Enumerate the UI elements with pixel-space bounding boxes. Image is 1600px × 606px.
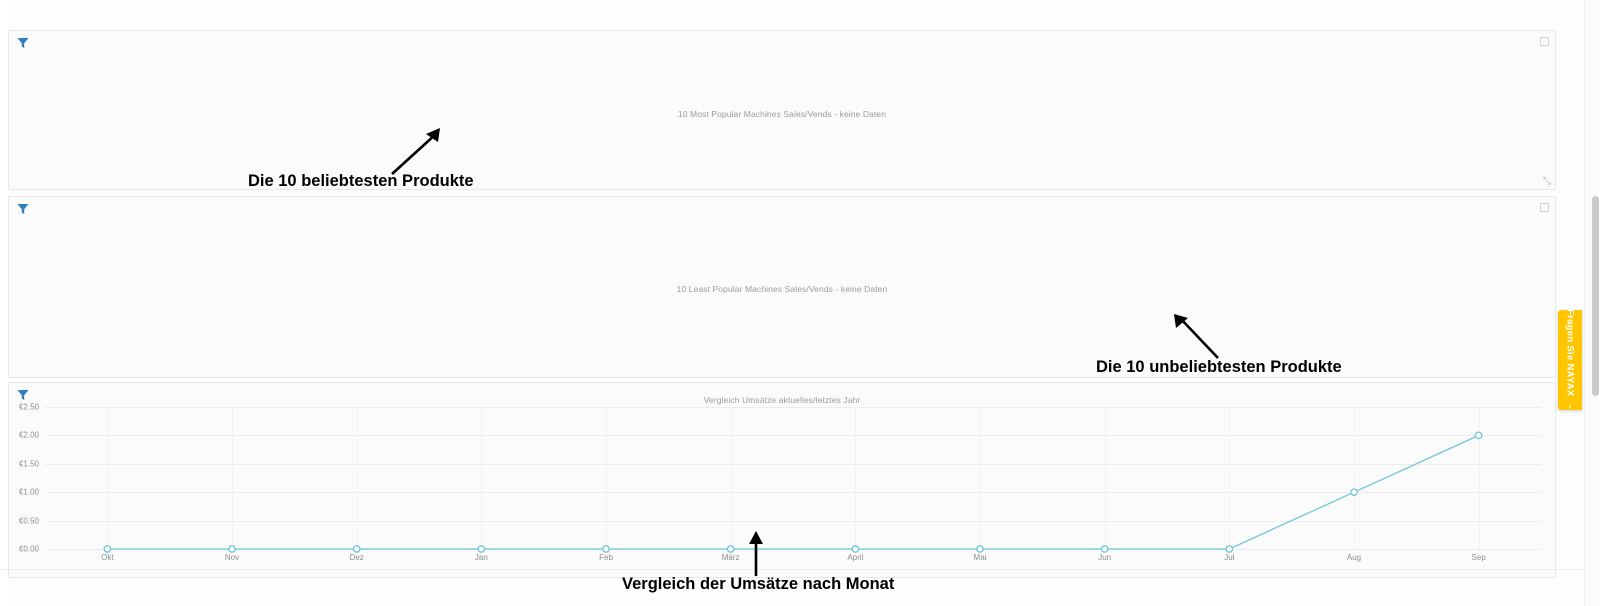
y-axis-tick-label: €2.00: [18, 430, 39, 440]
chart-series-line: [107, 434, 1479, 550]
chart-vertical-tick: [1478, 407, 1480, 549]
x-axis-tick-label: Feb: [599, 553, 613, 562]
annotation-arrow-most-popular: [391, 128, 440, 175]
chart-data-point[interactable]: [477, 545, 486, 553]
y-axis-tick-label: €0.50: [18, 516, 39, 526]
x-axis-tick-label: Sep: [1471, 553, 1486, 562]
y-axis-tick-label: €1.50: [18, 459, 39, 469]
x-axis-tick-label: Dez: [349, 553, 364, 562]
chart-data-point[interactable]: [1350, 488, 1358, 497]
chart-vertical-tick: [107, 407, 109, 549]
expand-panel-icon[interactable]: [1540, 37, 1549, 46]
panel-most-popular-machines: 10 Most Popular Machines Sales/Vends - k…: [8, 30, 1556, 190]
chart-vertical-tick: [481, 407, 483, 549]
panel-toolbar: [9, 383, 1555, 405]
ask-nayax-label: Fragen Sie NAYAX: [1564, 309, 1576, 397]
panel-title-least-popular: 10 Least Popular Machines Sales/Vends - …: [676, 284, 888, 294]
chart-data-point[interactable]: [1225, 545, 1234, 553]
chart-vertical-tick: [1229, 407, 1231, 549]
chart-data-point[interactable]: [352, 545, 361, 553]
annotation-label-revenue: Vergleich der Umsätze nach Monat: [622, 575, 895, 593]
x-axis-tick-label: Aug: [1346, 553, 1362, 562]
chart-gridline: [45, 520, 1541, 522]
chart-data-point[interactable]: [103, 545, 112, 553]
chart-gridline: [45, 463, 1541, 465]
chart-plot-area: €2.50 €2.00 €1.50 €1.00 €0.50 €0.00 Okt Nov Dez J…: [19, 403, 1541, 562]
right-rail: [1584, 0, 1600, 606]
chart-data-point[interactable]: [976, 545, 984, 553]
chart-vertical-tick: [1354, 407, 1355, 549]
x-axis-tick-label: Mai: [973, 553, 987, 562]
y-axis-tick-label: €1.00: [18, 487, 39, 497]
chart-vertical-tick: [356, 407, 358, 549]
x-axis-tick-label: Jan: [474, 553, 488, 562]
x-axis-tick-label: März: [721, 553, 740, 562]
panel-revenue-comparison: Vergleich Umsätze aktuelles/letztes Jahr…: [8, 382, 1556, 578]
annotation-arrow-revenue: [749, 531, 763, 576]
filter-funnel-icon[interactable]: [13, 34, 33, 52]
panel-resize-grip[interactable]: ⤡: [1543, 176, 1551, 187]
panel-toolbar: [9, 197, 1555, 219]
x-axis-tick-label: Jul: [1224, 553, 1235, 562]
chart-gridline: [45, 492, 1541, 494]
chart-gridline: [45, 407, 1541, 408]
chart-series-layer: [103, 431, 1483, 553]
chart-data-point[interactable]: [228, 545, 236, 553]
x-axis-tick-label: Okt: [101, 553, 114, 562]
x-axis-tick-label: April: [847, 553, 864, 562]
vertical-scrollbar-thumb[interactable]: [1592, 196, 1599, 396]
y-axis-tick-label: €0.00: [18, 544, 39, 554]
chart-vertical-tick: [1104, 407, 1106, 549]
chart-title: Vergleich Umsätze aktuelles/letztes Jahr: [703, 395, 861, 405]
annotation-arrow-least-popular: [1174, 314, 1219, 359]
chart-vertical-tick: [606, 407, 607, 549]
chevron-left-icon: ‹: [1568, 400, 1572, 411]
y-axis-tick-label: €2.50: [18, 402, 39, 412]
panel-toolbar: [9, 31, 1555, 53]
filter-funnel-icon[interactable]: [13, 200, 33, 218]
panel-title-most-popular: 10 Most Popular Machines Sales/Vends - k…: [677, 109, 887, 119]
expand-panel-icon[interactable]: [1540, 203, 1549, 212]
chart-vertical-tick: [980, 407, 981, 549]
chart-data-point[interactable]: [851, 545, 860, 553]
panel-least-popular-machines: 10 Least Popular Machines Sales/Vends - …: [8, 196, 1556, 378]
section-divider: [0, 569, 1584, 570]
filter-funnel-icon[interactable]: [13, 386, 33, 404]
left-gutter: [0, 0, 8, 606]
chart-data-point[interactable]: [726, 545, 735, 553]
chart-vertical-tick: [855, 407, 857, 549]
annotation-label-most-popular: Die 10 beliebtesten Produkte: [248, 172, 474, 190]
ask-nayax-tab[interactable]: Fragen Sie NAYAX ‹: [1558, 309, 1582, 411]
chart-data-point[interactable]: [1100, 545, 1109, 553]
chart-data-point[interactable]: [1474, 431, 1483, 440]
chart-vertical-tick: [730, 407, 732, 549]
chart-gridline: [45, 435, 1541, 437]
chart-data-point[interactable]: [602, 545, 610, 553]
annotation-label-least-popular: Die 10 unbeliebtesten Produkte: [1096, 358, 1342, 376]
chart-vertical-tick: [232, 407, 233, 549]
x-axis-tick-label: Nov: [224, 553, 240, 562]
x-axis-tick-label: Jun: [1098, 553, 1112, 562]
